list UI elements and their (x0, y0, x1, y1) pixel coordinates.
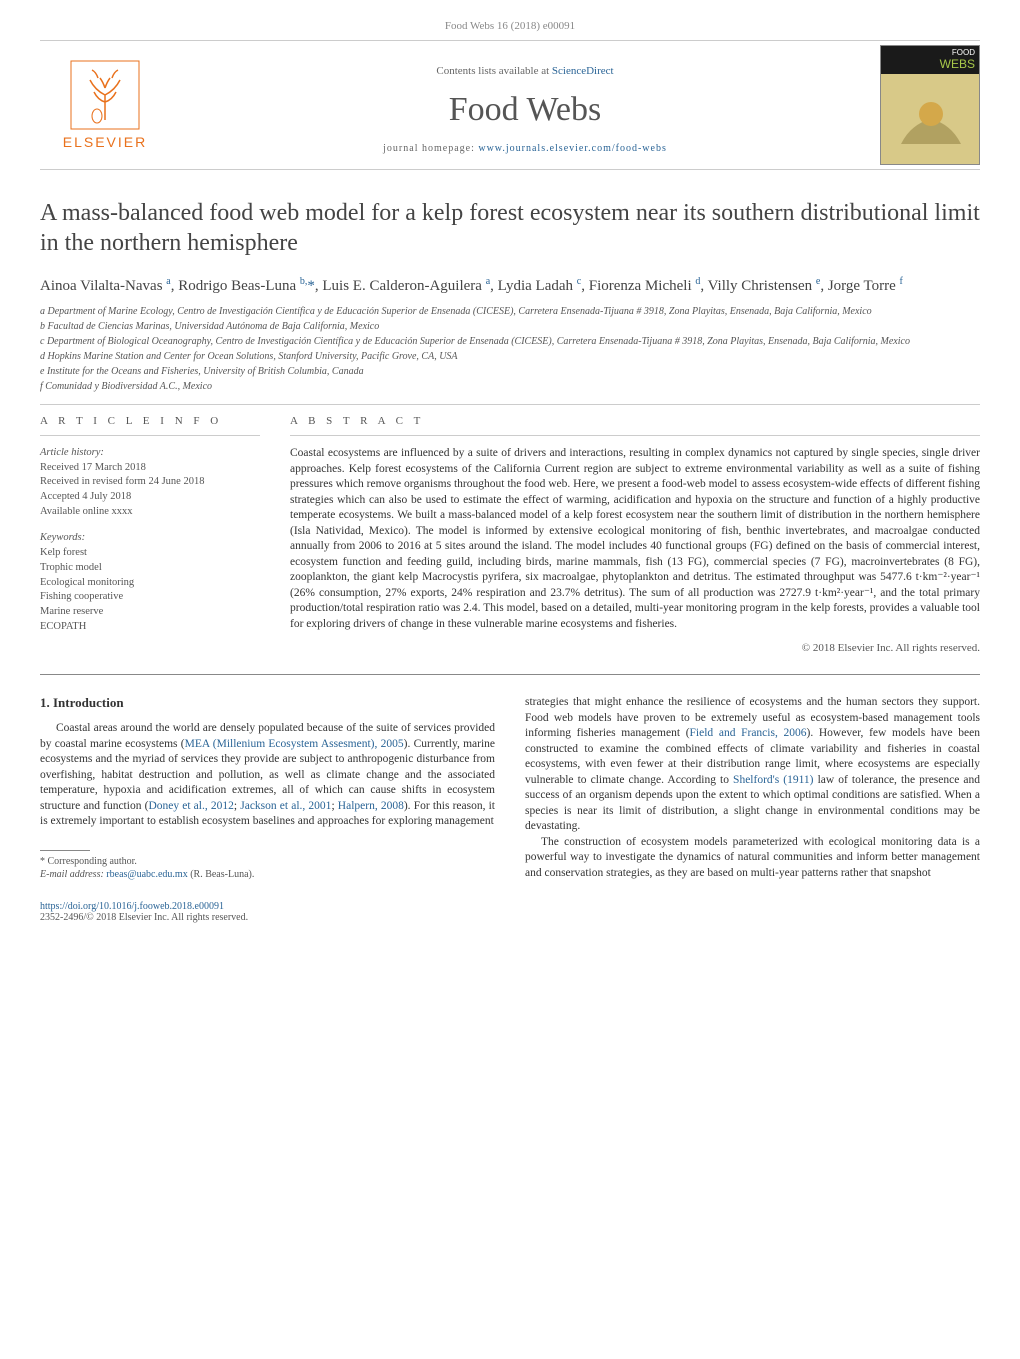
affiliation: a Department of Marine Ecology, Centro d… (40, 305, 980, 319)
affiliation: b Facultad de Ciencias Marinas, Universi… (40, 320, 980, 334)
cover-word-food: FOOD (940, 49, 975, 57)
contents-prefix: Contents lists available at (436, 65, 551, 77)
intro-heading: 1. Introduction (40, 695, 495, 711)
journal-header: ELSEVIER Contents lists available at Sci… (40, 40, 980, 170)
affiliation: c Department of Biological Oceanography,… (40, 335, 980, 349)
article-info-column: A R T I C L E I N F O Article history: R… (40, 415, 260, 654)
section-divider (40, 674, 980, 675)
article-info-head: A R T I C L E I N F O (40, 415, 260, 436)
email-label: E-mail address: (40, 869, 106, 880)
keyword: Fishing cooperative (40, 590, 260, 605)
running-head: Food Webs 16 (2018) e00091 (40, 20, 980, 32)
email-suffix: (R. Beas-Luna). (188, 869, 255, 880)
keyword: Kelp forest (40, 546, 260, 561)
contents-line: Contents lists available at ScienceDirec… (170, 65, 880, 77)
affiliation: f Comunidad y Biodiversidad A.C., Mexico (40, 380, 980, 394)
abstract-copyright: © 2018 Elsevier Inc. All rights reserved… (290, 642, 980, 654)
corresponding-label: * Corresponding author. (40, 855, 495, 868)
abstract-column: A B S T R A C T Coastal ecosystems are i… (290, 415, 980, 654)
publisher-logo: ELSEVIER (40, 60, 170, 150)
intro-para-3: The construction of ecosystem models par… (525, 835, 980, 882)
journal-cover: FOOD WEBS (880, 45, 980, 165)
author-list: Ainoa Vilalta-Navas a, Rodrigo Beas-Luna… (40, 276, 980, 295)
corresponding-footnote: * Corresponding author. E-mail address: … (40, 855, 495, 881)
abstract-head: A B S T R A C T (290, 415, 980, 436)
affiliation: d Hopkins Marine Station and Center for … (40, 350, 980, 364)
journal-title: Food Webs (170, 91, 880, 129)
affiliation: e Institute for the Oceans and Fisheries… (40, 365, 980, 379)
keywords-label: Keywords: (40, 531, 260, 546)
left-column: 1. Introduction Coastal areas around the… (40, 695, 495, 881)
body-columns: 1. Introduction Coastal areas around the… (40, 695, 980, 881)
revised-date: Received in revised form 24 June 2018 (40, 475, 260, 490)
homepage-link[interactable]: www.journals.elsevier.com/food-webs (478, 143, 666, 154)
footnote-rule (40, 850, 90, 851)
keyword: Trophic model (40, 561, 260, 576)
publisher-name: ELSEVIER (63, 134, 147, 150)
keyword: ECOPATH (40, 620, 260, 635)
accepted-date: Accepted 4 July 2018 (40, 490, 260, 505)
online-date: Available online xxxx (40, 505, 260, 520)
received-date: Received 17 March 2018 (40, 461, 260, 476)
divider (40, 404, 980, 405)
elsevier-tree-icon (70, 60, 140, 130)
intro-para-1: Coastal areas around the world are dense… (40, 721, 495, 830)
header-center: Contents lists available at ScienceDirec… (170, 57, 880, 154)
email-link[interactable]: rbeas@uabc.edu.mx (106, 869, 187, 880)
doi-link[interactable]: https://doi.org/10.1016/j.fooweb.2018.e0… (40, 901, 224, 912)
keywords-block: Keywords: Kelp forest Trophic model Ecol… (40, 531, 260, 634)
history-label: Article history: (40, 446, 260, 461)
abstract-text: Coastal ecosystems are influenced by a s… (290, 446, 980, 632)
issn-copyright: 2352-2496/© 2018 Elsevier Inc. All right… (40, 912, 248, 923)
cover-word-webs: WEBS (940, 57, 975, 71)
article-history: Article history: Received 17 March 2018 … (40, 446, 260, 519)
affiliations: a Department of Marine Ecology, Centro d… (40, 305, 980, 394)
intro-para-2: strategies that might enhance the resili… (525, 695, 980, 835)
article-title: A mass-balanced food web model for a kel… (40, 198, 980, 258)
homepage-prefix: journal homepage: (383, 143, 478, 154)
cover-art-icon (881, 74, 981, 166)
info-abstract-row: A R T I C L E I N F O Article history: R… (40, 415, 980, 654)
homepage-line: journal homepage: www.journals.elsevier.… (170, 143, 880, 154)
right-column: strategies that might enhance the resili… (525, 695, 980, 881)
keyword: Marine reserve (40, 605, 260, 620)
sciencedirect-link[interactable]: ScienceDirect (552, 65, 614, 77)
email-line: E-mail address: rbeas@uabc.edu.mx (R. Be… (40, 868, 495, 881)
keyword: Ecological monitoring (40, 576, 260, 591)
page-footer: https://doi.org/10.1016/j.fooweb.2018.e0… (40, 901, 980, 923)
